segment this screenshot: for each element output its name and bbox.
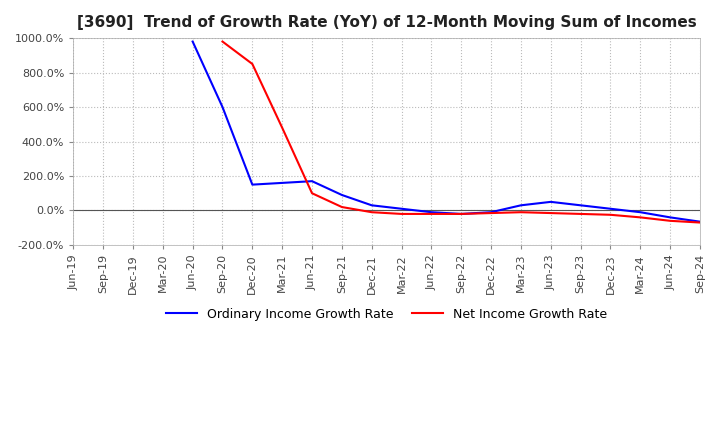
Net Income Growth Rate xyxy=(696,220,704,225)
Ordinary Income Growth Rate xyxy=(457,211,466,216)
Net Income Growth Rate xyxy=(278,125,287,130)
Ordinary Income Growth Rate xyxy=(218,104,227,110)
Ordinary Income Growth Rate xyxy=(427,209,436,215)
Ordinary Income Growth Rate xyxy=(606,206,615,211)
Ordinary Income Growth Rate xyxy=(666,215,675,220)
Net Income Growth Rate xyxy=(546,210,555,216)
Net Income Growth Rate xyxy=(517,209,526,215)
Net Income Growth Rate xyxy=(576,211,585,216)
Net Income Growth Rate xyxy=(457,211,466,216)
Ordinary Income Growth Rate xyxy=(189,39,197,44)
Net Income Growth Rate xyxy=(397,211,406,216)
Net Income Growth Rate xyxy=(666,218,675,224)
Ordinary Income Growth Rate xyxy=(338,192,346,198)
Net Income Growth Rate xyxy=(307,191,316,196)
Net Income Growth Rate xyxy=(338,205,346,210)
Title: [3690]  Trend of Growth Rate (YoY) of 12-Month Moving Sum of Incomes: [3690] Trend of Growth Rate (YoY) of 12-… xyxy=(77,15,696,30)
Ordinary Income Growth Rate xyxy=(307,179,316,184)
Ordinary Income Growth Rate xyxy=(546,199,555,205)
Net Income Growth Rate xyxy=(248,61,256,66)
Ordinary Income Growth Rate xyxy=(397,206,406,211)
Net Income Growth Rate xyxy=(427,211,436,216)
Ordinary Income Growth Rate xyxy=(278,180,287,186)
Ordinary Income Growth Rate xyxy=(576,203,585,208)
Ordinary Income Growth Rate xyxy=(696,219,704,224)
Line: Net Income Growth Rate: Net Income Growth Rate xyxy=(222,41,700,223)
Net Income Growth Rate xyxy=(487,210,495,216)
Ordinary Income Growth Rate xyxy=(487,209,495,215)
Net Income Growth Rate xyxy=(367,209,376,215)
Ordinary Income Growth Rate xyxy=(517,203,526,208)
Net Income Growth Rate xyxy=(218,39,227,44)
Net Income Growth Rate xyxy=(636,215,644,220)
Ordinary Income Growth Rate xyxy=(636,209,644,215)
Net Income Growth Rate xyxy=(606,212,615,217)
Legend: Ordinary Income Growth Rate, Net Income Growth Rate: Ordinary Income Growth Rate, Net Income … xyxy=(161,303,613,326)
Ordinary Income Growth Rate xyxy=(367,203,376,208)
Ordinary Income Growth Rate xyxy=(248,182,256,187)
Line: Ordinary Income Growth Rate: Ordinary Income Growth Rate xyxy=(193,41,700,222)
